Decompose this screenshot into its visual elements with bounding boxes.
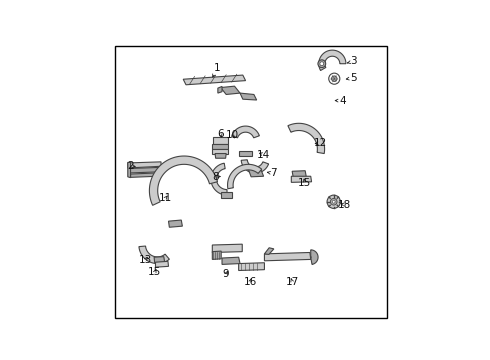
Polygon shape (311, 250, 318, 265)
Circle shape (327, 195, 341, 208)
Polygon shape (154, 257, 165, 263)
Polygon shape (215, 153, 226, 158)
Polygon shape (139, 246, 170, 264)
Text: 15: 15 (298, 177, 312, 188)
Polygon shape (319, 50, 346, 71)
Polygon shape (232, 126, 259, 138)
Text: 7: 7 (268, 168, 277, 179)
Text: 18: 18 (337, 199, 351, 210)
Text: 10: 10 (226, 130, 239, 140)
Polygon shape (218, 86, 222, 93)
Polygon shape (183, 75, 245, 85)
Polygon shape (240, 93, 257, 100)
Text: 8: 8 (213, 171, 220, 181)
Polygon shape (213, 138, 228, 144)
Polygon shape (211, 163, 227, 195)
Circle shape (320, 62, 324, 66)
Polygon shape (220, 86, 240, 94)
Polygon shape (221, 192, 232, 198)
Polygon shape (241, 160, 269, 173)
Polygon shape (130, 167, 160, 173)
Polygon shape (239, 263, 265, 270)
Polygon shape (155, 261, 169, 267)
Text: 15: 15 (148, 267, 162, 277)
Text: 3: 3 (347, 56, 357, 66)
Polygon shape (157, 167, 162, 174)
Circle shape (318, 60, 326, 68)
Circle shape (332, 201, 335, 203)
Circle shape (332, 76, 337, 81)
Text: 13: 13 (139, 255, 152, 265)
Polygon shape (169, 220, 182, 227)
Polygon shape (149, 156, 218, 205)
Polygon shape (212, 251, 221, 260)
Polygon shape (240, 151, 252, 156)
Polygon shape (128, 162, 130, 177)
Text: 4: 4 (335, 96, 346, 105)
Circle shape (329, 73, 340, 84)
Polygon shape (212, 144, 228, 149)
Text: 12: 12 (314, 138, 327, 148)
Polygon shape (248, 169, 264, 177)
Text: 9: 9 (223, 269, 229, 279)
Polygon shape (288, 123, 324, 154)
Polygon shape (222, 257, 240, 264)
Text: 5: 5 (346, 73, 357, 83)
Polygon shape (212, 244, 242, 252)
Polygon shape (212, 149, 227, 153)
Text: 14: 14 (257, 150, 270, 159)
Polygon shape (130, 173, 157, 177)
Polygon shape (292, 171, 307, 179)
Polygon shape (265, 248, 274, 255)
Polygon shape (292, 176, 312, 183)
Text: 2: 2 (127, 161, 135, 171)
Text: 17: 17 (286, 276, 299, 287)
Text: 16: 16 (244, 276, 257, 287)
Circle shape (330, 198, 337, 205)
Text: 6: 6 (218, 129, 224, 139)
Text: 11: 11 (159, 193, 172, 203)
Text: 1: 1 (213, 63, 220, 77)
Polygon shape (128, 162, 161, 168)
Polygon shape (265, 252, 311, 261)
Polygon shape (227, 164, 262, 189)
